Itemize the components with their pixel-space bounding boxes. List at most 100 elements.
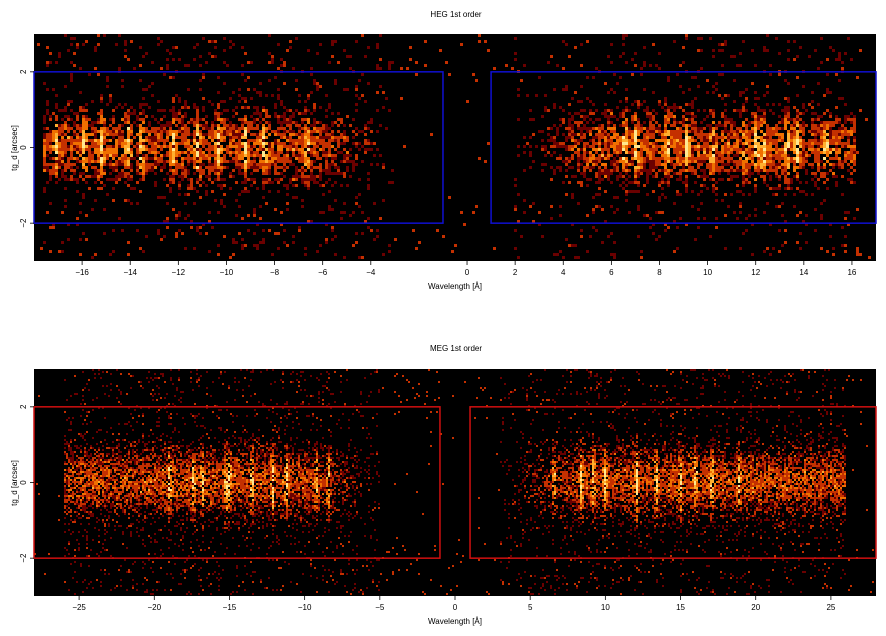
heg-heatmap-cell xyxy=(172,136,175,139)
heg-heatmap-cell xyxy=(178,193,181,196)
heg-heatmap-cell xyxy=(631,130,634,133)
heg-heatmap-cell xyxy=(307,145,310,148)
meg-heatmap-cell xyxy=(82,505,84,507)
heg-heatmap-cell xyxy=(172,145,175,148)
heg-heatmap-cell xyxy=(700,37,703,40)
heg-heatmap-cell xyxy=(208,220,211,223)
heg-heatmap-cell xyxy=(811,151,814,154)
heg-heatmap-cell xyxy=(325,130,328,133)
heg-heatmap-cell xyxy=(148,142,151,145)
heg-heatmap-cell xyxy=(760,130,763,133)
heg-heatmap-cell xyxy=(304,169,307,172)
heg-heatmap-cell xyxy=(661,181,664,184)
heg-heatmap-cell xyxy=(646,175,649,178)
heg-heatmap-cell xyxy=(244,121,247,124)
heg-heatmap-cell xyxy=(220,127,223,130)
heg-heatmap-cell xyxy=(787,148,790,151)
heg-heatmap-cell xyxy=(130,202,133,205)
heg-heatmap-cell xyxy=(712,133,715,136)
meg-heatmap-cell xyxy=(84,507,86,509)
heg-heatmap-cell xyxy=(313,154,316,157)
heg-heatmap-cell xyxy=(358,205,361,208)
heg-heatmap-cell xyxy=(175,235,178,238)
heg-heatmap-cell xyxy=(679,127,682,130)
heg-heatmap-cell xyxy=(661,211,664,214)
meg-heatmap-cell xyxy=(96,503,98,505)
heg-heatmap-cell xyxy=(781,127,784,130)
heg-heatmap-cell xyxy=(712,160,715,163)
meg-heatmap-cell xyxy=(68,495,70,497)
heg-heatmap-cell xyxy=(664,166,667,169)
heg-heatmap-cell xyxy=(337,151,340,154)
heg-heatmap-cell xyxy=(229,139,232,142)
heg-heatmap-cell xyxy=(244,133,247,136)
heg-heatmap-cell xyxy=(700,154,703,157)
meg-heatmap-cell xyxy=(86,411,88,413)
heg-heatmap-cell xyxy=(529,151,532,154)
heg-heatmap-cell xyxy=(796,175,799,178)
heg-heatmap-cell xyxy=(685,223,688,226)
heg-heatmap-cell xyxy=(832,121,835,124)
heg-heatmap-cell xyxy=(85,40,88,43)
heg-heatmap-cell xyxy=(127,118,130,121)
heg-heatmap-cell xyxy=(61,133,64,136)
heg-heatmap-cell xyxy=(697,37,700,40)
heg-heatmap-cell xyxy=(172,115,175,118)
heg-heatmap-cell xyxy=(244,130,247,133)
heg-heatmap-cell xyxy=(253,133,256,136)
heg-heatmap-cell xyxy=(667,178,670,181)
heg-heatmap-cell xyxy=(85,118,88,121)
heg-heatmap-cell xyxy=(604,142,607,145)
heg-heatmap-cell xyxy=(721,148,724,151)
meg-heatmap-cell xyxy=(82,471,84,473)
heg-heatmap-cell xyxy=(769,139,772,142)
heg-heatmap-cell xyxy=(790,127,793,130)
heg-heatmap-cell xyxy=(667,106,670,109)
heg-heatmap-cell xyxy=(109,166,112,169)
heg-heatmap-cell xyxy=(808,163,811,166)
heg-heatmap-cell xyxy=(73,133,76,136)
heg-heatmap-cell xyxy=(325,109,328,112)
heg-heatmap-cell xyxy=(352,166,355,169)
heg-heatmap-cell xyxy=(199,178,202,181)
heg-heatmap-cell xyxy=(220,157,223,160)
heg-heatmap-cell xyxy=(631,157,634,160)
heg-heatmap-cell xyxy=(121,157,124,160)
heg-heatmap-cell xyxy=(328,142,331,145)
heg-heatmap-cell xyxy=(565,85,568,88)
heg-heatmap-cell xyxy=(70,109,73,112)
heg-heatmap-cell xyxy=(295,133,298,136)
heg-heatmap-cell xyxy=(94,175,97,178)
heg-heatmap-cell xyxy=(676,163,679,166)
heg-heatmap-cell xyxy=(229,142,232,145)
heg-heatmap-cell xyxy=(814,154,817,157)
heg-heatmap-cell xyxy=(127,127,130,130)
heg-heatmap-cell xyxy=(754,121,757,124)
heg-heatmap-cell xyxy=(592,208,595,211)
heg-heatmap-cell xyxy=(541,169,544,172)
heg-heatmap-cell xyxy=(568,160,571,163)
meg-heatmap-cell xyxy=(88,471,90,473)
heg-heatmap-cell xyxy=(610,142,613,145)
heg-heatmap-cell xyxy=(799,139,802,142)
heg-heatmap-cell xyxy=(214,46,217,49)
heg-heatmap-cell xyxy=(169,130,172,133)
heg-heatmap-cell xyxy=(853,217,856,220)
heg-heatmap-cell xyxy=(721,64,724,67)
heg-heatmap-cell xyxy=(805,214,808,217)
heg-heatmap-cell xyxy=(700,67,703,70)
heg-heatmap-cell xyxy=(691,100,694,103)
heg-heatmap-cell xyxy=(700,175,703,178)
heg-heatmap-cell xyxy=(388,244,391,247)
heg-heatmap-cell xyxy=(565,160,568,163)
heg-heatmap-cell xyxy=(64,133,67,136)
heg-heatmap-cell xyxy=(172,139,175,142)
heg-heatmap-cell xyxy=(67,115,70,118)
heg-heatmap-cell xyxy=(262,142,265,145)
heg-heatmap-cell xyxy=(754,208,757,211)
heg-heatmap-cell xyxy=(301,127,304,130)
heg-heatmap-cell xyxy=(289,124,292,127)
heg-heatmap-cell xyxy=(742,136,745,139)
meg-heatmap-cell xyxy=(80,523,82,525)
heg-heatmap-cell xyxy=(718,151,721,154)
